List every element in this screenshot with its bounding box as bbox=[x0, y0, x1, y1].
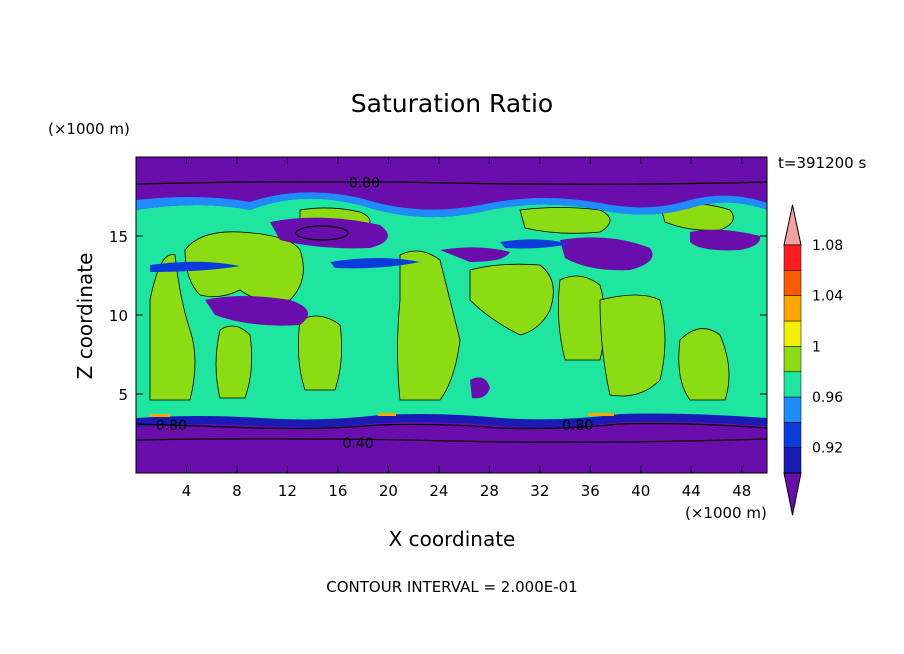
colorbar-label: 1 bbox=[812, 339, 821, 355]
field-upper-transition bbox=[136, 192, 767, 218]
colorbar-swatch bbox=[783, 447, 802, 474]
contour-ring bbox=[295, 225, 349, 241]
y-unit-label: (×1000 m) bbox=[48, 120, 130, 138]
contour-label: 0.40 bbox=[343, 436, 374, 452]
contour-label: 0.80 bbox=[562, 418, 593, 434]
chart-title: Saturation Ratio bbox=[351, 89, 553, 118]
x-tick-label: 20 bbox=[379, 482, 398, 500]
colorbar-bottom-arrow bbox=[783, 472, 802, 516]
x-tick-label: 32 bbox=[530, 482, 549, 500]
y-tick-label: 15 bbox=[109, 228, 128, 246]
y-tick-label: 10 bbox=[109, 307, 128, 325]
colorbar-label: 0.92 bbox=[812, 441, 843, 457]
colorbar-top-arrow bbox=[783, 204, 802, 246]
contour-line-upper bbox=[136, 181, 767, 185]
colorbar-label: 0.96 bbox=[812, 390, 843, 406]
time-label: t=391200 s bbox=[778, 154, 866, 172]
field-dry-pockets bbox=[205, 217, 761, 399]
y-axis-title: Z coordinate bbox=[73, 253, 97, 380]
field-lower-transition bbox=[136, 413, 767, 428]
contour-labels: 0.80 0.80 0.80 0.40 bbox=[156, 175, 594, 452]
x-axis-title: X coordinate bbox=[389, 527, 516, 551]
x-tick-label: 44 bbox=[682, 482, 701, 500]
contour-label: 0.80 bbox=[156, 418, 187, 434]
contour-line-lower-1 bbox=[136, 422, 767, 430]
contour-label: 0.80 bbox=[349, 175, 380, 191]
colorbar: 1.08 1.04 1 0.96 0.92 bbox=[783, 204, 843, 516]
field-blue-streaks bbox=[150, 239, 570, 272]
colorbar-swatch bbox=[783, 371, 802, 398]
colorbar-label: 1.04 bbox=[812, 289, 843, 305]
x-tick-label: 24 bbox=[429, 482, 448, 500]
x-tick-label: 8 bbox=[232, 482, 242, 500]
y-tick-label: 5 bbox=[118, 386, 128, 404]
field-lower-dry-band bbox=[136, 419, 767, 473]
x-tick-label: 28 bbox=[480, 482, 499, 500]
contour-line-lower-2 bbox=[136, 438, 767, 443]
x-unit-label: (×1000 m) bbox=[685, 504, 767, 522]
colorbar-swatch bbox=[783, 396, 802, 423]
x-tick-label: 48 bbox=[732, 482, 751, 500]
colorbar-swatch bbox=[783, 270, 802, 296]
colorbar-swatch bbox=[783, 244, 802, 271]
field-orange-spots bbox=[150, 413, 614, 417]
x-tick-label: 16 bbox=[328, 482, 347, 500]
x-tick-label: 4 bbox=[182, 482, 192, 500]
contour-interval-footer: CONTOUR INTERVAL = 2.000E-01 bbox=[326, 578, 577, 596]
x-tick-label: 40 bbox=[631, 482, 650, 500]
saturation-field bbox=[136, 157, 767, 473]
colorbar-swatch bbox=[783, 295, 802, 322]
x-tick-label: 12 bbox=[278, 482, 297, 500]
colorbar-label: 1.08 bbox=[812, 238, 843, 254]
colorbar-swatch bbox=[783, 320, 802, 347]
colorbar-swatch bbox=[783, 346, 802, 372]
field-upper-dry-band bbox=[136, 157, 767, 218]
colorbar-swatch bbox=[783, 422, 802, 448]
x-tick-label: 36 bbox=[581, 482, 600, 500]
